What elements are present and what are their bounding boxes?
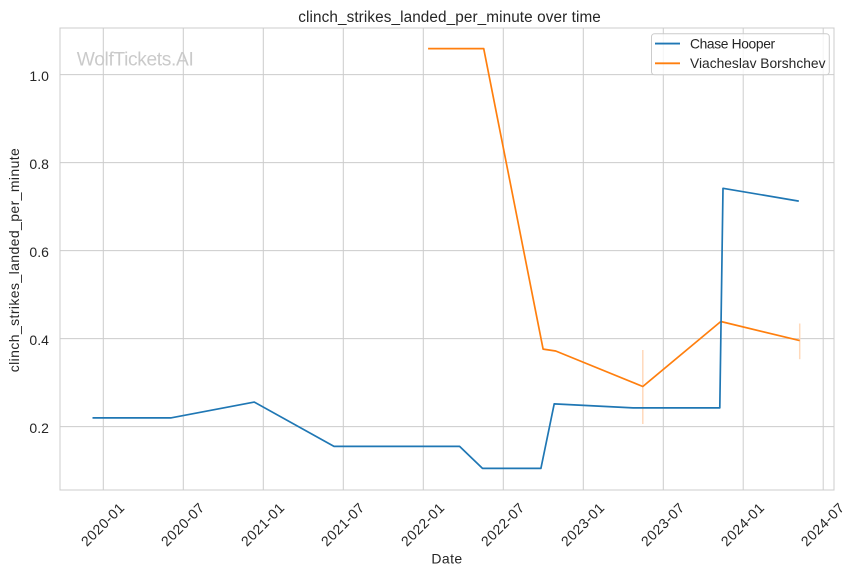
svg-text:0.6: 0.6 (29, 244, 49, 260)
svg-text:Viacheslav Borshchev: Viacheslav Borshchev (690, 56, 826, 71)
svg-text:WolfTickets.AI: WolfTickets.AI (77, 49, 194, 70)
svg-text:0.4: 0.4 (29, 332, 49, 348)
svg-text:1.0: 1.0 (29, 68, 49, 84)
svg-text:clinch_strikes_landed_per_minu: clinch_strikes_landed_per_minute (6, 148, 22, 372)
svg-text:Date: Date (431, 551, 462, 567)
svg-text:clinch_strikes_landed_per_minu: clinch_strikes_landed_per_minute over ti… (298, 9, 601, 26)
svg-text:Chase Hooper: Chase Hooper (690, 36, 776, 51)
svg-text:0.8: 0.8 (29, 156, 49, 172)
svg-text:0.2: 0.2 (29, 420, 49, 436)
